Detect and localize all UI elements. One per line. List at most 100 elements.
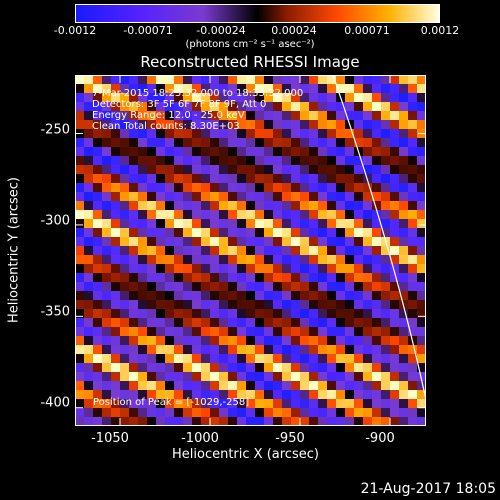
heatmap-cell [102,93,112,103]
heatmap-cell [408,138,418,148]
heatmap-cell [183,183,193,193]
heatmap-cell [408,111,418,121]
colorbar-tick: -0.00024 [196,24,246,37]
heatmap-cell [318,345,328,355]
heatmap-cell [264,174,274,184]
heatmap-cell [102,111,112,121]
heatmap-cell [399,228,409,238]
heatmap-cell [300,372,310,382]
heatmap-cell [102,354,112,364]
heatmap-cell [300,75,310,85]
heatmap-cell [381,228,391,238]
heatmap-cell [111,354,121,364]
heatmap-cell [129,210,139,220]
heatmap-cell [345,408,355,418]
heatmap-cell [273,93,283,103]
heatmap-cell [183,102,193,112]
heatmap-cell [372,381,382,391]
heatmap-cell [174,156,184,166]
heatmap-cell [156,309,166,319]
heatmap-cell [192,381,202,391]
heatmap-cell [372,165,382,175]
heatmap-cell [147,138,157,148]
heatmap-cell [138,300,148,310]
heatmap-cell [300,273,310,283]
heatmap-cell [84,363,94,373]
heatmap-cell [381,93,391,103]
heatmap-cell [237,264,247,274]
heatmap-cell [228,120,238,130]
heatmap-cell [390,156,400,166]
heatmap-cell [399,183,409,193]
heatmap-cell [183,75,193,85]
heatmap-cell [111,93,121,103]
heatmap-cell [363,84,373,94]
heatmap-cell [219,354,229,364]
heatmap-cell [354,309,364,319]
heatmap-cell [336,399,346,409]
heatmap-cell [381,165,391,175]
heatmap-cell [201,417,211,426]
heatmap-cell [417,345,426,355]
heatmap-cell [156,300,166,310]
heatmap-cell [327,417,337,426]
heatmap-cell [273,354,283,364]
heatmap-cell [192,210,202,220]
heatmap-cell [354,354,364,364]
heatmap-cell [417,219,426,229]
heatmap-cell [363,102,373,112]
heatmap-cell [147,309,157,319]
heatmap-cell [399,399,409,409]
heatmap-cell [93,174,103,184]
heatmap-cell [75,372,85,382]
heatmap-cell [192,372,202,382]
heatmap-cell [192,201,202,211]
heatmap-cell [192,300,202,310]
heatmap-cell [120,111,130,121]
heatmap-cell [228,399,238,409]
heatmap-cell [210,219,220,229]
heatmap-cell [300,102,310,112]
heatmap-cell [129,192,139,202]
heatmap-cell [165,408,175,418]
heatmap-cell [318,102,328,112]
heatmap-cell [138,111,148,121]
heatmap-cell [156,408,166,418]
heatmap-cell [129,75,139,85]
heatmap-cell [246,291,256,301]
heatmap-cell [102,75,112,85]
heatmap-cell [255,165,265,175]
heatmap-cell [120,147,130,157]
heatmap-cell [282,309,292,319]
heatmap-cell [210,300,220,310]
heatmap-cell [210,165,220,175]
heatmap-cell [417,273,426,283]
heatmap-cell [417,75,426,85]
heatmap-cell [372,399,382,409]
heatmap-cell [84,129,94,139]
heatmap-cell [372,120,382,130]
heatmap-cell [255,138,265,148]
heatmap-cell [291,408,301,418]
heatmap-cell [120,381,130,391]
heatmap-cell [228,282,238,292]
heatmap-cell [264,282,274,292]
heatmap-cell [255,201,265,211]
heatmap-cell [282,390,292,400]
heatmap-cell [129,93,139,103]
heatmap-cell [75,327,85,337]
heatmap-cell [282,156,292,166]
heatmap-cell [273,336,283,346]
heatmap-cell [201,93,211,103]
heatmap-cell [336,111,346,121]
heatmap-cell [408,246,418,256]
heatmap-cell [138,264,148,274]
heatmap-cell [417,327,426,337]
heatmap-cell [120,408,130,418]
heatmap-cell [138,138,148,148]
heatmap-cell [264,228,274,238]
heatmap-cell [210,255,220,265]
heatmap-cell [327,327,337,337]
heatmap-cell [246,381,256,391]
heatmap-cell [390,75,400,85]
